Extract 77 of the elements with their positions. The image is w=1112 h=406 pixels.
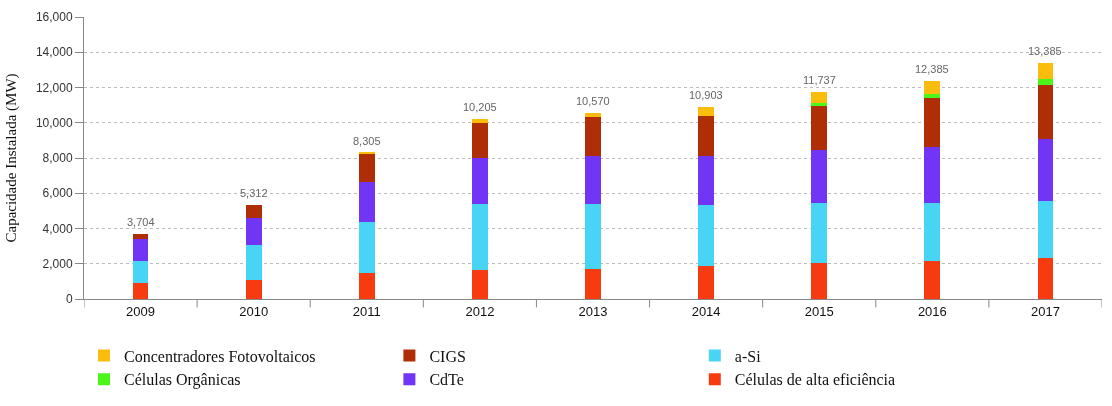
bar (471, 270, 488, 299)
x-tick-label: 2009 (126, 303, 156, 319)
bar (811, 105, 828, 150)
bar (924, 93, 941, 98)
x-tick-label: 2011 (352, 303, 381, 319)
bar (1037, 84, 1054, 140)
y-tick-label: 14,000 (35, 45, 73, 60)
bar (698, 265, 715, 299)
bar (471, 204, 488, 271)
legend-label: Células Orgânicas (124, 371, 241, 390)
bar (698, 205, 715, 266)
bar (132, 283, 149, 299)
bar (358, 273, 375, 299)
legend-label: Células de alta eficiência (734, 371, 896, 389)
total-label: 11,737 (803, 74, 836, 86)
x-tick-label: 2015 (804, 303, 834, 319)
bar (245, 280, 262, 299)
y-axis-title: Capacidade Instalada (MW) (3, 73, 21, 243)
bar (924, 146, 941, 204)
bar (245, 205, 262, 218)
bar (924, 97, 941, 147)
total-label: 12,385 (915, 63, 949, 75)
y-tick-label: 0 (65, 292, 73, 307)
total-label: 8,305 (353, 135, 381, 147)
bar (924, 203, 941, 261)
bar (811, 203, 828, 263)
bar (585, 204, 601, 270)
bar (1037, 257, 1054, 299)
bar (811, 149, 828, 204)
bar (471, 158, 488, 205)
bar (811, 262, 828, 299)
bar (245, 217, 262, 246)
bar (585, 117, 601, 157)
bar (358, 181, 375, 222)
legend-label: a-Si (734, 347, 762, 365)
bar (358, 153, 375, 182)
x-tick-label: 2014 (691, 303, 721, 319)
y-tick-label: 16,000 (35, 10, 73, 25)
bar (698, 115, 715, 157)
legend-label: CdTe (429, 371, 464, 389)
total-label: 10,903 (689, 89, 723, 101)
bar (811, 92, 828, 103)
bar (132, 260, 149, 284)
legend-label: CIGS (429, 347, 466, 365)
bar (585, 269, 601, 299)
bar (132, 239, 149, 261)
bar (471, 119, 488, 123)
total-label: 10,205 (463, 101, 497, 113)
bar (924, 80, 941, 94)
bar (1037, 79, 1054, 85)
bar (585, 156, 601, 205)
total-label: 13,385 (1028, 45, 1062, 57)
bar (1037, 201, 1054, 258)
x-tick-label: 2017 (1030, 303, 1060, 319)
total-label: 3,704 (127, 216, 155, 228)
bar (698, 156, 715, 206)
total-label: 5,312 (240, 187, 268, 199)
bar (811, 102, 828, 106)
y-tick-label: 8,000 (42, 151, 73, 166)
bar (245, 245, 262, 281)
x-tick-label: 2016 (917, 303, 947, 319)
x-tick-label: 2010 (239, 303, 269, 319)
bar (1037, 139, 1054, 202)
y-tick-label: 4,000 (42, 221, 73, 236)
y-tick-label: 10,000 (35, 115, 73, 130)
bar (1037, 63, 1054, 80)
y-tick-label: 12,000 (35, 80, 73, 95)
total-label: 10,570 (576, 95, 610, 107)
bar (358, 221, 375, 274)
x-tick-label: 2012 (465, 303, 495, 319)
y-tick-label: 2,000 (42, 256, 73, 271)
bar (698, 106, 715, 116)
bar (924, 260, 941, 299)
x-tick-label: 2013 (578, 303, 608, 319)
y-tick-label: 6,000 (42, 186, 73, 201)
bar (471, 122, 488, 159)
legend-label: Concentradores Fotovoltaicos (124, 347, 316, 365)
